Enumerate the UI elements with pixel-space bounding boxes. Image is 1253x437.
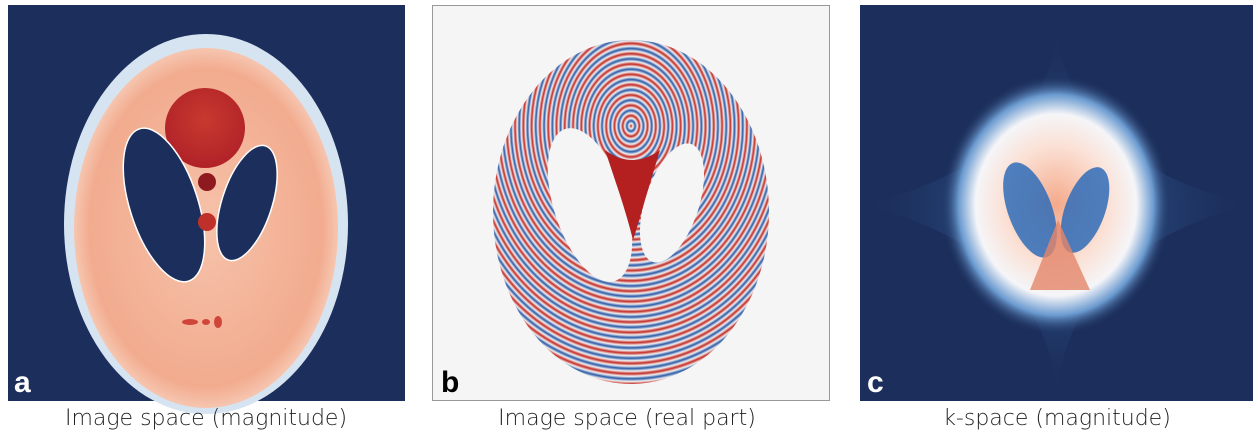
panel-letter: a xyxy=(14,366,31,399)
caption: Image space (magnitude) xyxy=(65,406,347,431)
spot xyxy=(182,319,198,325)
panel-a: a xyxy=(8,5,405,414)
k-center xyxy=(941,75,1171,335)
panel-letter: c xyxy=(867,366,884,399)
panel-c: c xyxy=(860,5,1253,401)
spot xyxy=(214,316,222,328)
spot xyxy=(202,319,210,325)
spot xyxy=(198,213,216,231)
panel-b: b xyxy=(433,6,830,401)
panel-letter: b xyxy=(441,366,459,399)
caption: Image space (real part) xyxy=(498,406,756,431)
spot xyxy=(198,173,216,191)
caption: k-space (magnitude) xyxy=(943,406,1171,431)
figure: a b c Image space (magnitude) Image spac… xyxy=(0,0,1253,437)
